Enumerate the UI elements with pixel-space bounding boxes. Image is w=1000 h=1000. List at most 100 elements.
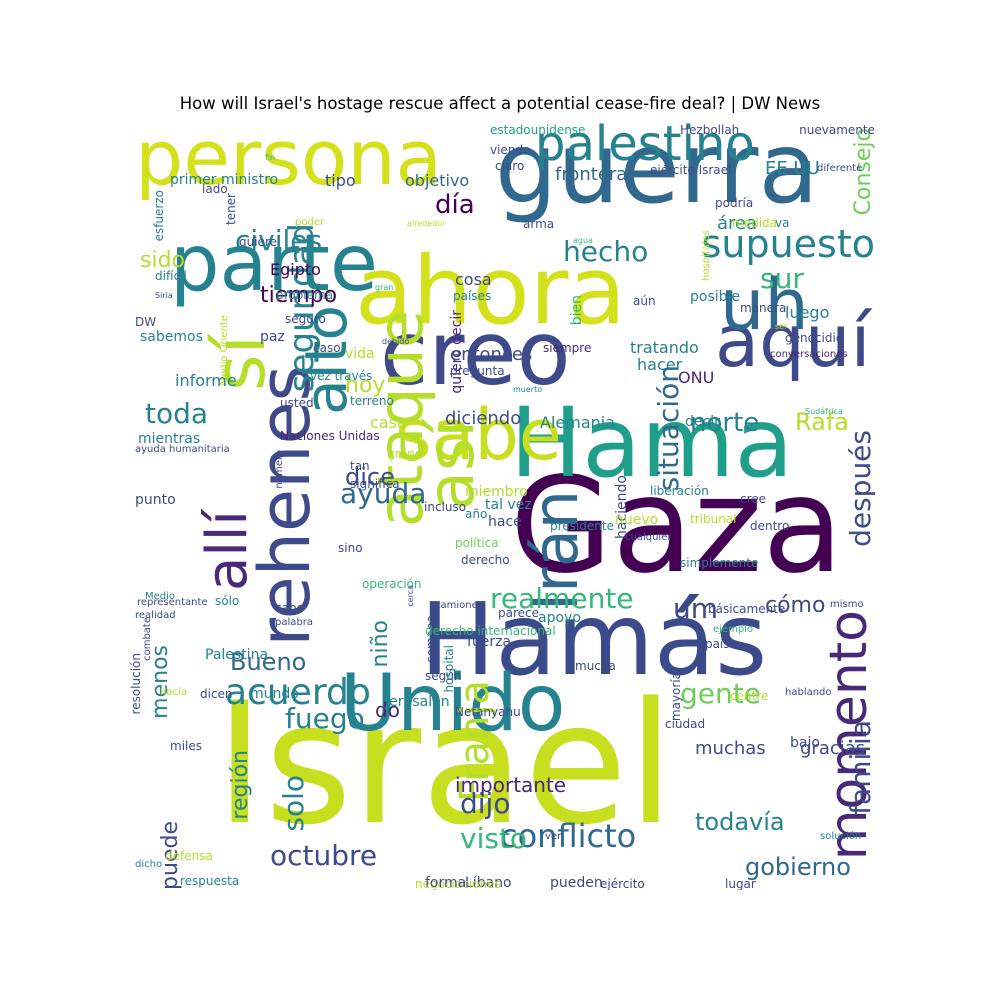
cloud-word: lado — [202, 182, 228, 196]
cloud-word: tener — [224, 193, 238, 226]
cloud-word: DW — [135, 315, 157, 329]
cloud-word: Hamás — [420, 581, 768, 698]
cloud-word: incluso — [424, 500, 467, 514]
cloud-word: informe — [175, 371, 237, 390]
cloud-word: niño — [368, 620, 393, 668]
cloud-word: ciudad — [665, 717, 706, 731]
page-title: How will Israel's hostage rescue affect … — [179, 94, 821, 113]
cloud-word: esfuerzo — [152, 190, 166, 242]
cloud-word: fin — [265, 153, 276, 162]
cloud-word: mismo — [830, 599, 864, 610]
cloud-word: allí — [195, 510, 260, 591]
cloud-word: Medio — [145, 591, 176, 602]
cloud-word: ayuda humanitaria — [135, 444, 230, 455]
cloud-word: primer ministro — [170, 172, 279, 188]
cloud-word: alrededor — [407, 219, 446, 228]
cloud-word: arma — [523, 217, 555, 231]
cloud-word: casa — [370, 413, 407, 432]
cloud-word: mucha — [575, 659, 616, 673]
cloud-word: difícil — [155, 269, 187, 283]
cloud-word: hacia — [160, 687, 187, 698]
cloud-word: vez través — [310, 369, 373, 383]
cloud-word: centre — [730, 689, 769, 703]
cloud-word: genocidio — [785, 331, 844, 345]
cloud-word: objetivo — [405, 171, 470, 190]
cloud-word: bajo — [790, 735, 820, 751]
cloud-word: do — [375, 698, 400, 722]
cloud-word: Egipto — [270, 260, 321, 279]
cloud-word: ayuda — [340, 477, 427, 510]
cloud-word: Sudáfrica — [805, 407, 843, 416]
cloud-word: diferente — [817, 163, 863, 174]
cloud-word: familia — [844, 720, 875, 815]
cloud-word: Netanyahu — [455, 705, 521, 719]
cloud-word: ejército — [600, 877, 645, 890]
cloud-word: área — [717, 213, 758, 234]
cloud-word: año — [465, 507, 488, 521]
cloud-word: aún — [633, 294, 656, 308]
cloud-word: Bueno — [230, 648, 307, 676]
cloud-word: Rafa — [795, 408, 850, 436]
cloud-word: entonces — [450, 344, 533, 365]
cloud-word: solución — [820, 831, 862, 842]
cloud-word: día — [435, 190, 475, 220]
cloud-word: gran — [375, 283, 394, 292]
cloud-word: mayoría — [669, 672, 683, 722]
cloud-word: fuerza — [467, 634, 512, 650]
cloud-word: posible — [690, 289, 741, 305]
cloud-word: dicen — [200, 687, 233, 701]
cloud-word: operación — [362, 577, 422, 591]
cloud-word: decir — [685, 414, 720, 430]
cloud-word: tribunal — [690, 512, 737, 526]
cloud-word: estadounidense — [490, 123, 586, 137]
cloud-word: miembro — [465, 484, 528, 500]
cloud-word: significa — [350, 477, 400, 491]
cloud-word: miles — [170, 739, 202, 753]
cloud-word: muerto — [513, 385, 543, 394]
cloud-word: dijo — [460, 787, 511, 820]
cloud-word: EE UU — [765, 158, 820, 179]
cloud-word: norte — [690, 408, 760, 438]
cloud-word: negociaciones — [415, 877, 501, 890]
cloud-word: supuesto — [701, 222, 875, 266]
cloud-word: pregunta — [450, 364, 505, 378]
cloud-word: Palestina — [205, 647, 269, 663]
cloud-word: toda — [145, 397, 209, 430]
cloud-word: muchas — [695, 738, 766, 759]
cloud-word: política — [455, 536, 499, 550]
cloud-word: tan — [350, 459, 370, 473]
cloud-word: bien — [569, 295, 585, 326]
cloud-word: viendo — [490, 143, 531, 157]
cloud-word: caso — [313, 341, 341, 355]
cloud-word: resolución — [129, 653, 143, 715]
cloud-word: palabra — [275, 617, 313, 628]
cloud-word: va — [775, 216, 790, 230]
cloud-word: dice — [345, 463, 395, 491]
cloud-word: ser — [775, 322, 788, 331]
cloud-word: seguro — [285, 312, 326, 326]
cloud-word: quiere — [239, 235, 277, 249]
cloud-word: uh — [720, 264, 809, 346]
cloud-word: sino — [338, 541, 363, 555]
cloud-word: ejército Israel — [650, 163, 732, 177]
cloud-word: siempre — [543, 341, 592, 355]
cloud-word: sólo — [215, 594, 240, 608]
cloud-word: parece — [498, 606, 540, 620]
cloud-word: semana — [424, 615, 438, 663]
cloud-word: países — [453, 289, 492, 303]
cloud-word: sabemos — [140, 329, 203, 345]
cloud-word: civiles — [235, 224, 323, 257]
cloud-word: gracias — [800, 738, 866, 759]
cloud-word: combate — [142, 617, 153, 661]
cloud-word: hablando — [785, 687, 832, 698]
cloud-word: manera — [740, 301, 787, 315]
cloud-word: camiones — [435, 600, 483, 611]
cloud-word: problema — [276, 288, 334, 302]
cloud-word: Hama — [510, 387, 794, 499]
cloud-word: claro — [495, 159, 525, 173]
cloud-word: ONU — [678, 368, 715, 387]
cloud-word: cabo — [275, 601, 304, 615]
cloud-word: Líbano — [465, 875, 512, 890]
cloud-word: tipo — [325, 171, 356, 190]
cloud-word: derecho internacional — [425, 624, 556, 638]
